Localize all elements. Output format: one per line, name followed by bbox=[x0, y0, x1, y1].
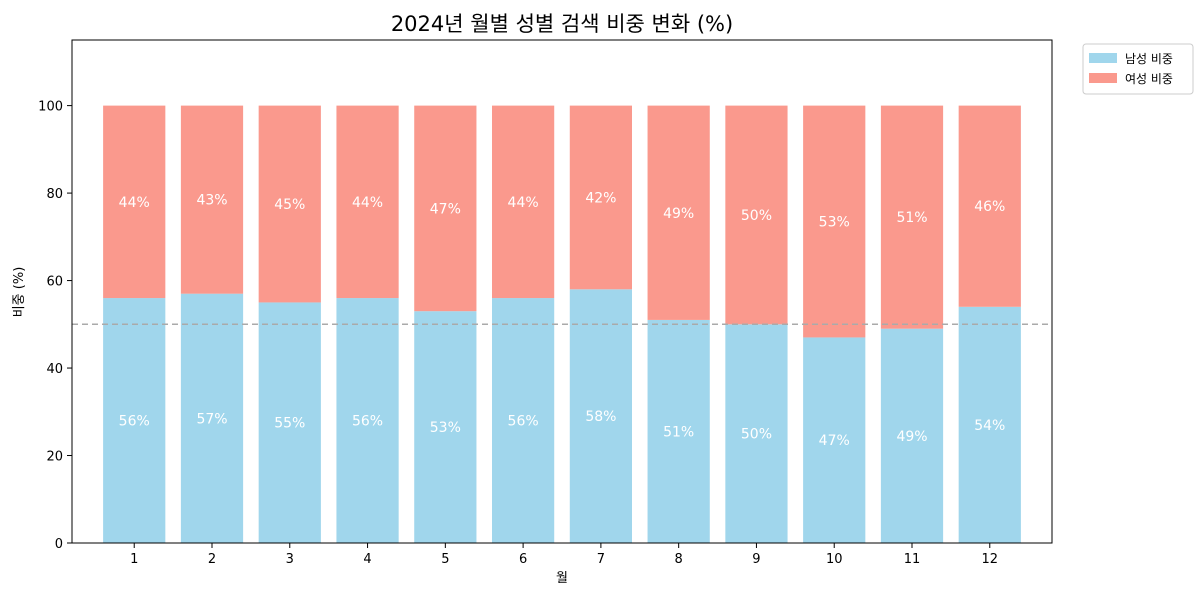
bar-male-8 bbox=[647, 319, 710, 543]
bar-female-7 bbox=[569, 105, 632, 290]
y-axis-label: 비중 (%) bbox=[12, 267, 27, 318]
legend-label-female: 여성 비중 bbox=[1125, 72, 1173, 86]
bar-label-male-2: 57% bbox=[196, 411, 227, 427]
bar-label-female-5: 47% bbox=[430, 201, 461, 217]
legend-swatch-male bbox=[1089, 53, 1117, 63]
bar-label-female-1: 44% bbox=[119, 195, 150, 211]
bar-label-female-6: 44% bbox=[508, 195, 539, 211]
bar-label-male-11: 49% bbox=[896, 429, 927, 445]
y-tick-label-80: 80 bbox=[46, 187, 63, 202]
x-tick-label-3: 3 bbox=[286, 552, 294, 567]
x-tick-label-6: 6 bbox=[519, 552, 527, 567]
x-tick-label-4: 4 bbox=[363, 552, 371, 567]
bar-label-female-3: 45% bbox=[274, 197, 305, 213]
y-tick-label-20: 20 bbox=[46, 450, 63, 465]
bar-male-5 bbox=[414, 311, 477, 543]
bar-male-11 bbox=[880, 328, 944, 543]
bar-female-9 bbox=[725, 105, 788, 325]
y-tick-label-60: 60 bbox=[46, 275, 63, 290]
bar-label-male-3: 55% bbox=[274, 416, 305, 432]
bar-label-female-10: 53% bbox=[819, 215, 850, 231]
bar-male-10 bbox=[803, 337, 866, 543]
bar-label-female-7: 42% bbox=[585, 190, 616, 206]
bar-male-7 bbox=[569, 289, 632, 543]
bar-label-male-5: 53% bbox=[430, 420, 461, 436]
bar-male-9 bbox=[725, 324, 788, 543]
x-tick-label-5: 5 bbox=[441, 552, 449, 567]
bar-female-4 bbox=[336, 105, 399, 299]
bar-label-male-10: 47% bbox=[819, 433, 850, 449]
legend-label-male: 남성 비중 bbox=[1125, 52, 1173, 66]
y-tick-label-100: 100 bbox=[38, 100, 63, 115]
bar-label-female-8: 49% bbox=[663, 206, 694, 222]
bar-male-6 bbox=[492, 298, 555, 543]
x-axis-label: 월 bbox=[556, 571, 568, 586]
bar-male-2 bbox=[180, 293, 244, 543]
bar-female-10 bbox=[803, 105, 866, 338]
x-tick-label-7: 7 bbox=[597, 552, 605, 567]
bar-label-male-9: 50% bbox=[741, 427, 772, 443]
bar-label-female-11: 51% bbox=[896, 210, 927, 226]
bar-label-male-7: 58% bbox=[585, 409, 616, 425]
bar-label-male-1: 56% bbox=[119, 414, 150, 430]
bar-female-8 bbox=[647, 105, 710, 320]
bar-label-male-8: 51% bbox=[663, 424, 694, 440]
bar-label-male-12: 54% bbox=[974, 418, 1005, 434]
bar-label-female-2: 43% bbox=[196, 193, 227, 209]
bar-female-6 bbox=[492, 105, 555, 299]
x-tick-label-9: 9 bbox=[752, 552, 760, 567]
plot-frame bbox=[71, 39, 1053, 544]
bar-female-2 bbox=[180, 105, 244, 294]
bar-label-male-6: 56% bbox=[508, 414, 539, 430]
bar-female-3 bbox=[258, 105, 321, 303]
x-tick-label-8: 8 bbox=[675, 552, 683, 567]
bar-male-4 bbox=[336, 298, 399, 543]
x-tick-label-2: 2 bbox=[208, 552, 216, 567]
x-tick-label-10: 10 bbox=[826, 552, 843, 567]
legend-swatch-female bbox=[1089, 73, 1117, 83]
bar-label-female-4: 44% bbox=[352, 195, 383, 211]
x-tick-label-1: 1 bbox=[130, 552, 138, 567]
y-tick-label-40: 40 bbox=[46, 362, 63, 377]
x-tick-label-11: 11 bbox=[904, 552, 921, 567]
bar-female-5 bbox=[414, 105, 477, 312]
bar-label-female-9: 50% bbox=[741, 208, 772, 224]
bar-label-male-4: 56% bbox=[352, 414, 383, 430]
bar-female-11 bbox=[880, 105, 944, 329]
chart-title: 2024년 월별 성별 검색 비중 변화 (%) bbox=[391, 12, 733, 36]
x-tick-label-12: 12 bbox=[982, 552, 999, 567]
bar-male-3 bbox=[258, 302, 321, 543]
bar-male-12 bbox=[958, 306, 1021, 543]
bar-female-1 bbox=[103, 105, 166, 299]
bar-label-female-12: 46% bbox=[974, 199, 1005, 215]
bar-female-12 bbox=[958, 105, 1021, 307]
plot-area: 56% 44% 57% 43% 55% 45% 56% 44% 53% 47% 56% 44% 58% 4… bbox=[72, 105, 1052, 543]
y-tick-label-0: 0 bbox=[55, 537, 63, 552]
bar-male-1 bbox=[103, 298, 166, 543]
